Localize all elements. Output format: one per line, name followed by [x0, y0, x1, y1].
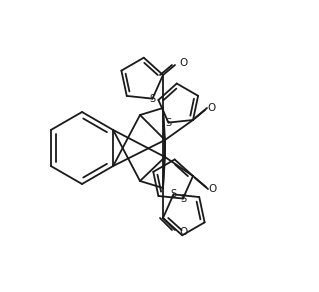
Text: O: O	[208, 184, 216, 194]
Text: S: S	[165, 118, 172, 128]
Text: O: O	[207, 103, 215, 113]
Text: O: O	[179, 227, 187, 237]
Text: S: S	[170, 190, 177, 199]
Text: O: O	[179, 58, 187, 68]
Text: S: S	[180, 194, 186, 204]
Text: S: S	[149, 94, 156, 104]
